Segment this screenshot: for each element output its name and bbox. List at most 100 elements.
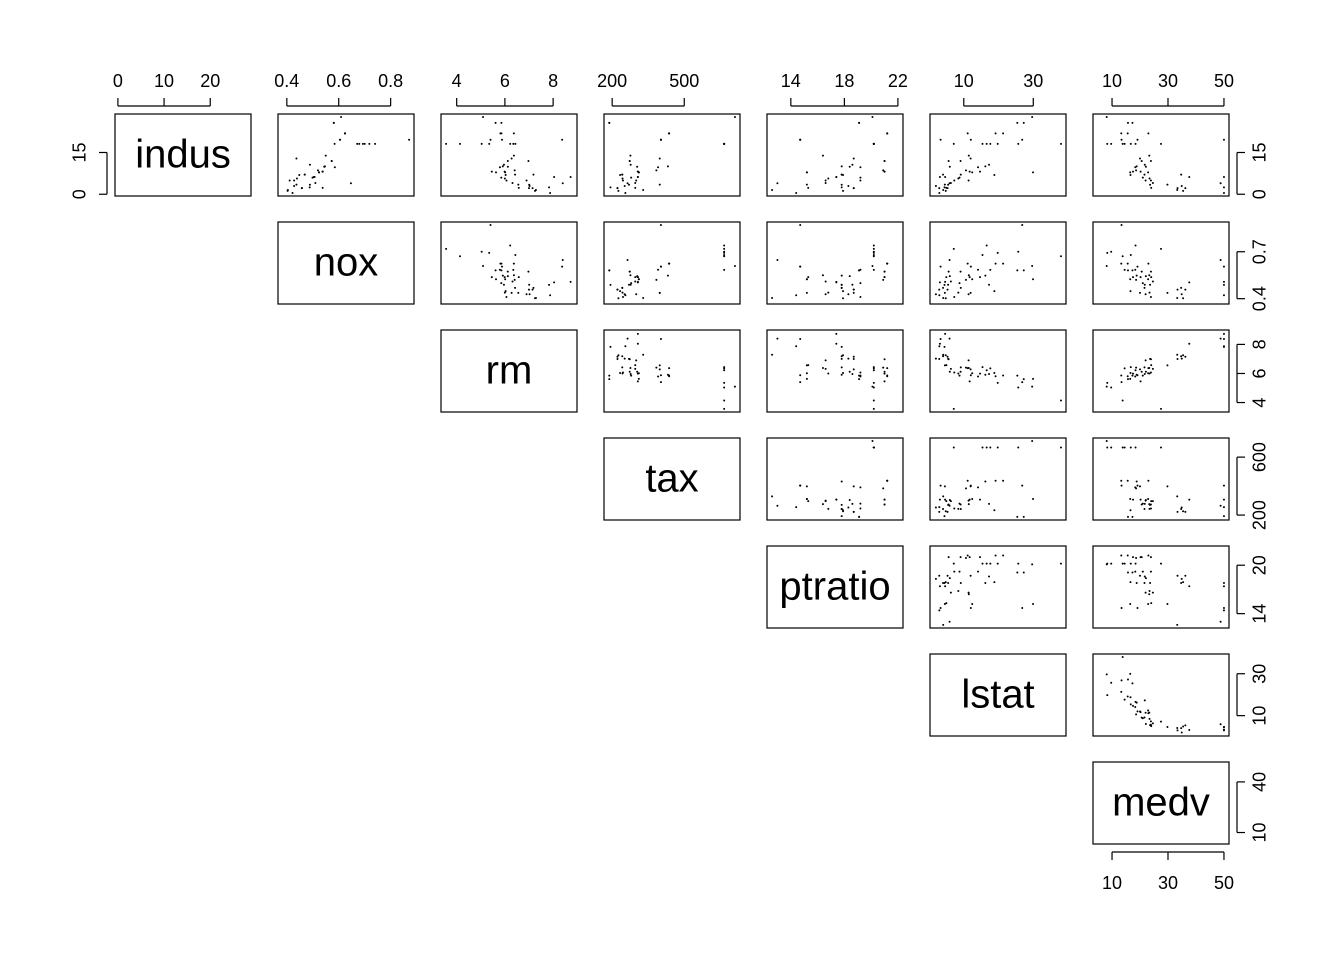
point xyxy=(1180,286,1183,289)
point xyxy=(1123,562,1126,565)
point xyxy=(1129,171,1132,174)
point xyxy=(527,187,530,190)
point xyxy=(1110,142,1113,145)
point xyxy=(882,278,885,281)
point xyxy=(1222,345,1225,348)
point xyxy=(959,173,962,176)
point xyxy=(723,367,726,370)
point xyxy=(835,498,838,501)
point xyxy=(525,179,528,182)
point xyxy=(1140,556,1143,559)
point xyxy=(510,291,513,294)
point xyxy=(1150,500,1153,503)
point xyxy=(835,342,838,345)
point xyxy=(1129,446,1132,449)
point xyxy=(1135,713,1138,716)
point xyxy=(1021,606,1024,609)
point xyxy=(985,446,988,449)
point xyxy=(1148,154,1151,157)
point xyxy=(499,262,502,265)
point xyxy=(1149,581,1152,584)
point xyxy=(1148,291,1151,294)
point xyxy=(498,268,501,271)
point xyxy=(668,375,671,378)
point xyxy=(1144,275,1147,278)
point xyxy=(1106,142,1109,145)
point xyxy=(288,179,291,182)
point xyxy=(1160,720,1162,723)
point xyxy=(1184,187,1187,190)
point xyxy=(1110,681,1113,684)
point xyxy=(824,280,827,283)
point xyxy=(636,370,639,373)
point xyxy=(503,177,506,180)
point xyxy=(942,297,945,300)
point xyxy=(1180,355,1183,358)
point xyxy=(1148,717,1151,720)
point xyxy=(859,375,862,378)
point xyxy=(944,332,947,335)
point xyxy=(988,575,991,578)
point xyxy=(994,262,997,265)
point xyxy=(630,374,633,377)
point xyxy=(1176,187,1179,190)
point xyxy=(340,116,343,119)
point xyxy=(1149,723,1152,726)
point xyxy=(771,189,774,192)
point xyxy=(1143,286,1146,289)
y-tick-label: 14 xyxy=(1250,604,1270,624)
point xyxy=(949,591,952,594)
point xyxy=(321,170,324,173)
point xyxy=(842,354,845,357)
point xyxy=(1222,609,1225,612)
point xyxy=(1144,179,1147,182)
y-tick-label: 8 xyxy=(1250,339,1270,349)
point xyxy=(1131,682,1134,685)
point xyxy=(938,585,941,588)
point xyxy=(723,142,726,145)
point xyxy=(316,169,319,172)
point xyxy=(1022,515,1025,518)
point xyxy=(1147,709,1150,712)
point xyxy=(308,186,311,189)
point xyxy=(514,142,517,145)
point xyxy=(947,160,950,163)
point xyxy=(824,293,827,296)
point xyxy=(490,276,493,279)
variable-label: tax xyxy=(645,457,698,501)
panel-frame xyxy=(929,329,1067,413)
point xyxy=(943,291,946,294)
point xyxy=(1150,602,1153,605)
variable-label: lstat xyxy=(961,673,1034,717)
point xyxy=(835,332,838,335)
point xyxy=(561,182,564,185)
point xyxy=(795,506,798,509)
point xyxy=(938,281,941,284)
point xyxy=(938,288,941,291)
point xyxy=(532,173,535,176)
point xyxy=(944,581,947,584)
point xyxy=(561,138,564,141)
point xyxy=(996,446,999,449)
point xyxy=(942,286,945,289)
point xyxy=(1031,264,1034,267)
panel-frame xyxy=(766,221,904,305)
point xyxy=(840,357,843,360)
point xyxy=(1166,726,1169,729)
point xyxy=(1032,278,1035,281)
point xyxy=(968,380,971,383)
point xyxy=(343,132,346,135)
point xyxy=(1148,711,1151,714)
point xyxy=(634,186,637,189)
point xyxy=(1141,374,1144,377)
point xyxy=(1132,556,1135,559)
point xyxy=(1222,138,1225,141)
point xyxy=(1140,160,1143,163)
point xyxy=(824,181,827,184)
point xyxy=(1021,138,1024,141)
point xyxy=(616,187,619,190)
point xyxy=(805,497,808,500)
point xyxy=(1126,479,1129,482)
point xyxy=(549,294,552,297)
point xyxy=(1222,265,1225,268)
